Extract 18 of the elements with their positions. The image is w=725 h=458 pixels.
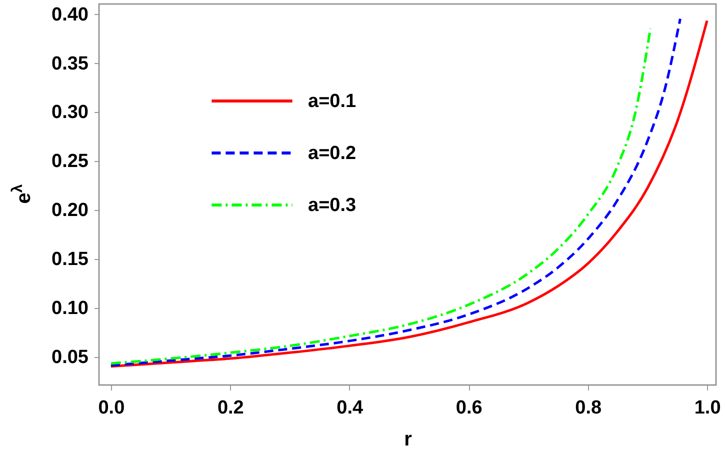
x-tick-label: 0.2 <box>217 398 244 418</box>
y-tick-label: 0.05 <box>52 347 89 368</box>
y-tick-label: 0.25 <box>52 151 89 172</box>
y-tick-label: 0.35 <box>52 53 89 74</box>
y-tick-label: 0.40 <box>52 4 88 26</box>
y-tick-label: 0.30 <box>52 102 88 124</box>
x-tick-label: 0.0 <box>98 398 125 418</box>
x-tick-label: 0.8 <box>575 398 602 418</box>
x-tick-label: 0.6 <box>456 398 482 418</box>
y-tick-label: 0.10 <box>52 298 88 320</box>
legend-label: a=0.1 <box>308 91 357 112</box>
y-tick-label: 0.20 <box>52 200 88 222</box>
legend-label: a=0.2 <box>308 143 356 164</box>
x-tick-label: 1.0 <box>694 398 721 418</box>
x-axis-title: r <box>404 428 412 450</box>
x-tick-label: 0.4 <box>336 398 364 418</box>
legend-label: a=0.3 <box>308 195 356 216</box>
y-tick-label: 0.15 <box>52 249 89 270</box>
